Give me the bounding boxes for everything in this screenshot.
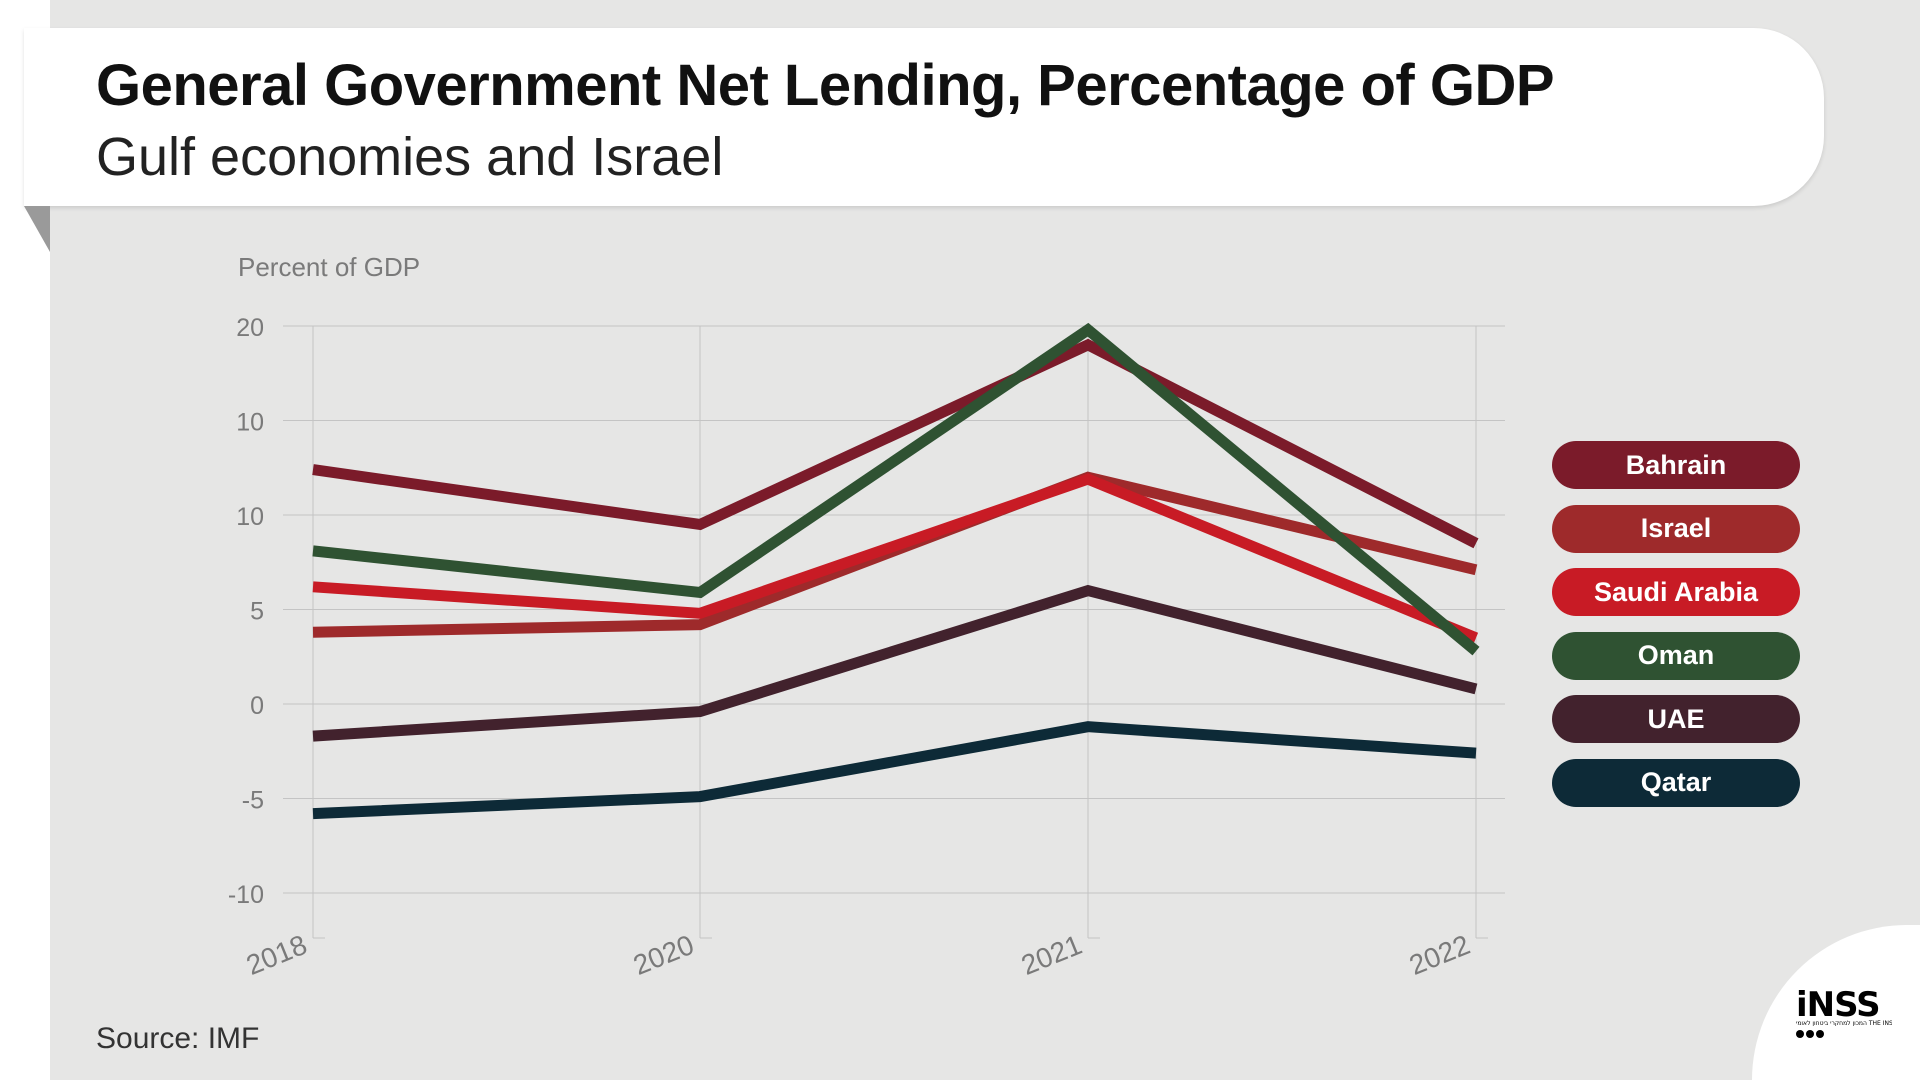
legend-item-uae: UAE	[1552, 695, 1800, 743]
y-tick-label: 10	[236, 409, 264, 437]
series-line-oman	[312, 322, 1480, 656]
legend-item-saudi-arabia: Saudi Arabia	[1552, 568, 1800, 616]
legend-item-qatar: Qatar	[1552, 758, 1800, 807]
chart-subtitle: Gulf economies and Israel	[96, 127, 724, 187]
x-tick-label: 2021	[1017, 929, 1086, 981]
logo-tagline: המכון למחקרי ביטחון לאומי THE INSTITUTE …	[1796, 1020, 1892, 1027]
y-tick-label: 20	[236, 314, 264, 342]
series-line-uae	[312, 584, 1478, 742]
source-note: Source: IMF	[96, 1022, 260, 1055]
x-tick-label: 2020	[629, 929, 698, 981]
legend: Bahrain Israel Saudi Arabia Oman UAE Qatar	[1552, 441, 1800, 822]
y-tick-label: 10	[236, 503, 264, 531]
legend-item-oman: Oman	[1552, 631, 1800, 680]
series-line-qatar	[312, 721, 1477, 820]
x-tick-label: 2018	[242, 929, 311, 981]
logo-wordmark: iNSS	[1796, 985, 1881, 1025]
y-tick-label: -5	[242, 787, 264, 815]
legend-item-bahrain: Bahrain	[1552, 441, 1800, 489]
logo-dots	[1796, 1030, 1892, 1038]
y-tick-label: 0	[250, 692, 264, 720]
legend-item-israel: Israel	[1552, 504, 1800, 553]
y-tick-label: -10	[228, 881, 264, 909]
y-tick-label: 5	[250, 598, 264, 626]
series-line-bahrain	[312, 338, 1479, 549]
y-axis-label: Percent of GDP	[238, 252, 421, 282]
chart-title: General Government Net Lending, Percenta…	[96, 53, 1555, 118]
series-line-saudi-arabia	[312, 473, 1479, 643]
banner-fold-shadow	[24, 206, 50, 252]
inss-logo: iNSS המכון למחקרי ביטחון לאומי THE INSTI…	[1796, 985, 1892, 1038]
x-tick-label: 2022	[1405, 929, 1474, 981]
title-banner	[24, 28, 1824, 206]
